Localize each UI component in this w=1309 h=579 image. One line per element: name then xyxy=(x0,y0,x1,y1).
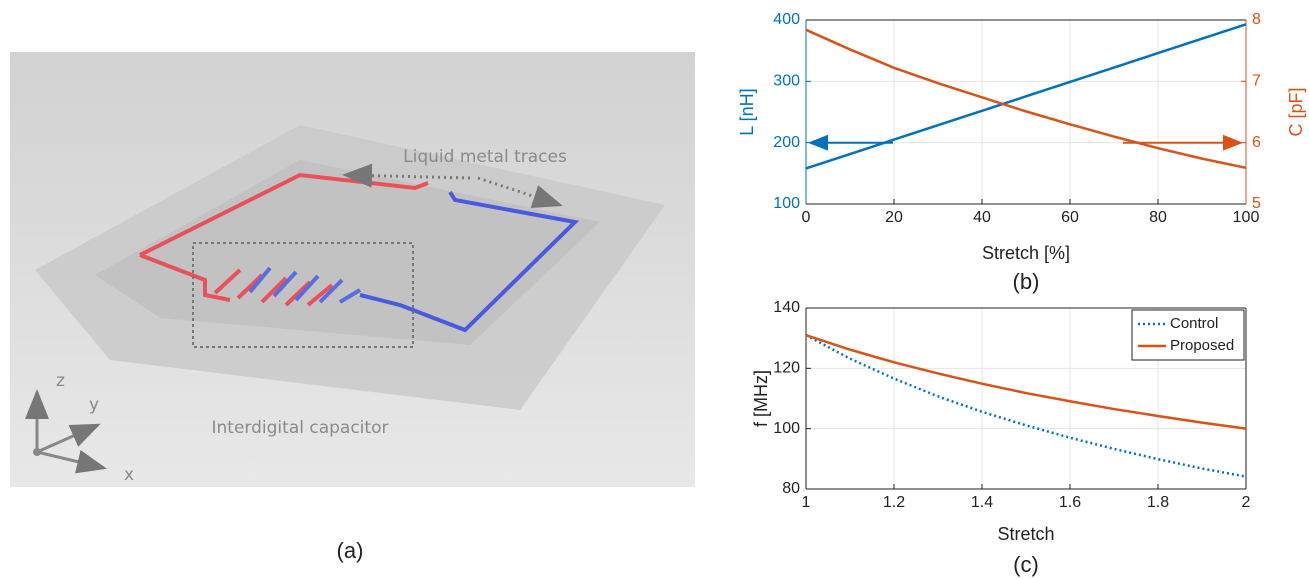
y-tick-label: 200 xyxy=(773,134,800,151)
x-tick-label: 2 xyxy=(1242,494,1251,511)
x-tick-label: 0 xyxy=(802,209,811,226)
y2-tick-label: 5 xyxy=(1252,195,1261,212)
caption: (a) xyxy=(337,538,364,563)
y-axis-label: f [MHz] xyxy=(751,370,771,427)
x-axis-label: Stretch xyxy=(997,524,1054,544)
y-tick-label: 400 xyxy=(773,11,800,28)
legend-label: Control xyxy=(1170,315,1218,332)
x-tick-label: 80 xyxy=(1149,209,1167,226)
x-tick-label: 1 xyxy=(802,494,811,511)
y-tick-label: 80 xyxy=(782,480,800,497)
x-tick-label: 40 xyxy=(973,209,991,226)
panel-a: Liquid metal traces Interdigital capacit… xyxy=(10,52,695,563)
annotation: Interdigital capacitor xyxy=(212,418,389,438)
x-tick-label: 1.6 xyxy=(1059,494,1081,511)
y-tick-label: 120 xyxy=(773,360,800,377)
annotation: Liquid metal traces xyxy=(403,147,567,167)
y2-axis-label: C [pF] xyxy=(1286,87,1306,136)
axis-letter: y xyxy=(89,395,99,415)
page: {"figure_a": {"traces_label": "Liquid me… xyxy=(0,0,1309,579)
x-tick-label: 1.8 xyxy=(1147,494,1169,511)
caption: (b) xyxy=(1013,269,1040,294)
y-axis-label: L [nH] xyxy=(737,88,757,135)
y-tick-label: 100 xyxy=(773,420,800,437)
axis-letter: z xyxy=(56,371,65,391)
x-tick-label: 20 xyxy=(885,209,903,226)
figure: Liquid metal traces Interdigital capacit… xyxy=(0,0,1309,579)
axis-letter: x xyxy=(124,465,134,485)
y-tick-label: 140 xyxy=(773,299,800,316)
y-tick-label: 100 xyxy=(773,195,800,212)
y-tick-label: 300 xyxy=(773,73,800,90)
x-tick-label: 60 xyxy=(1061,209,1079,226)
x-tick-label: 1.2 xyxy=(883,494,905,511)
origin xyxy=(33,448,41,456)
x-tick-label: 1.4 xyxy=(971,494,993,511)
y2-tick-label: 7 xyxy=(1252,73,1261,90)
legend-label: Proposed xyxy=(1170,337,1234,354)
caption: (c) xyxy=(1013,552,1039,577)
x-axis-label: Stretch [%] xyxy=(982,243,1070,263)
y2-tick-label: 8 xyxy=(1252,11,1261,28)
y2-tick-label: 6 xyxy=(1252,134,1261,151)
